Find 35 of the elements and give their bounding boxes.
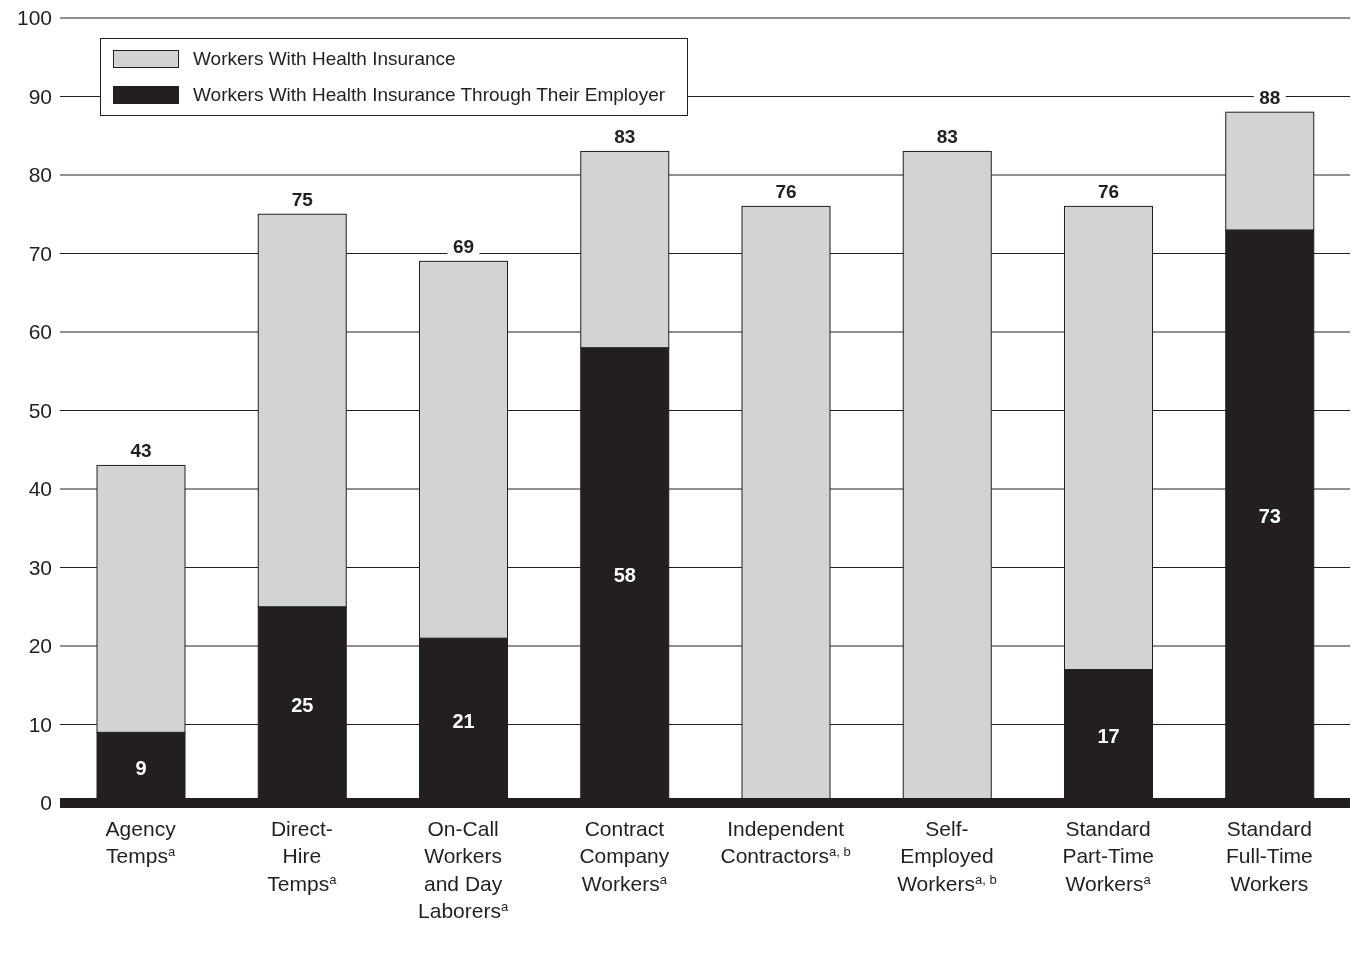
x-tick-label: Standard Full-Time Workers xyxy=(1226,816,1313,895)
data-label: 25 xyxy=(291,693,314,716)
x-tick-label: Standard Part-Time Workers$^{a}$ xyxy=(1062,816,1154,895)
y-tick-label: 80 xyxy=(28,163,52,187)
x-tick-label: Agency Temps$^{a}$ xyxy=(105,816,177,868)
y-tick-label: 70 xyxy=(28,241,52,265)
y-tick-label: 90 xyxy=(28,84,52,108)
y-tick-label: 50 xyxy=(28,398,52,422)
total-label: 76 xyxy=(1097,181,1120,203)
total-label: 69 xyxy=(452,236,475,258)
total-label: 83 xyxy=(614,126,636,148)
y-tick-label: 10 xyxy=(28,712,52,736)
data-label: 21 xyxy=(452,709,475,732)
y-tick-label: 20 xyxy=(28,634,52,658)
data-label: 58 xyxy=(613,564,636,587)
total-label: 83 xyxy=(936,126,958,148)
x-tick-label: Direct- Hire Temps$^{a}$ xyxy=(267,816,338,895)
data-label: 73 xyxy=(1258,505,1281,528)
y-tick-label: 40 xyxy=(28,477,52,501)
total-label: 88 xyxy=(1259,87,1281,109)
total-label: 75 xyxy=(291,189,314,211)
data-label: 17 xyxy=(1097,725,1120,748)
total-label: 43 xyxy=(130,440,152,462)
total-label: 76 xyxy=(775,181,797,203)
legend-label: Workers With Health Insurance Through Their Employer xyxy=(193,84,666,106)
data-label: 9 xyxy=(135,756,147,779)
y-tick-label: 30 xyxy=(28,555,52,579)
x-tick-label: Independent Contractors$^{a, b}$ xyxy=(720,816,851,868)
x-tick-label: On-Call Workers and Day Laborers$^{a}$ xyxy=(418,816,509,922)
y-tick-label: 0 xyxy=(40,791,52,815)
x-tick-label: Self- Employed Workers$^{a, b}$ xyxy=(897,816,997,895)
y-tick-label: 100 xyxy=(16,6,52,30)
legend-label: Workers With Health Insurance xyxy=(193,48,456,70)
x-tick-label: Contract Company Workers$^{a}$ xyxy=(579,816,670,895)
y-tick-label: 60 xyxy=(28,320,52,344)
